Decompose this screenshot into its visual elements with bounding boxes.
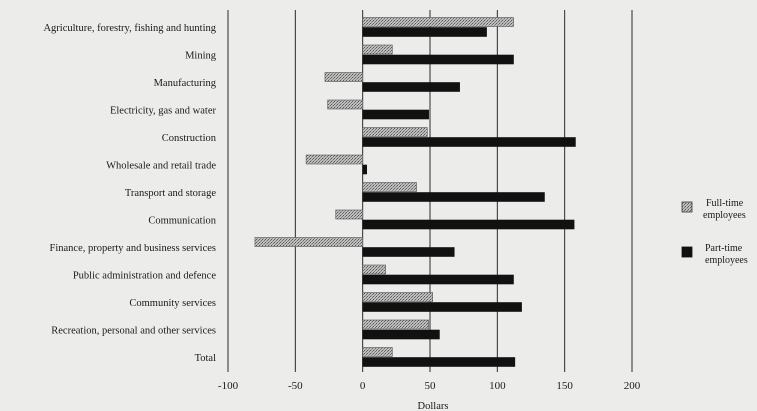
category-label: Recreation, personal and other services bbox=[51, 326, 216, 337]
bar-full-time bbox=[362, 292, 433, 302]
bar-full-time bbox=[362, 44, 393, 55]
bar-full-time bbox=[362, 347, 393, 357]
category-label: Community services bbox=[129, 298, 216, 309]
category-label: Communication bbox=[148, 216, 216, 227]
x-axis-label: Dollars bbox=[418, 401, 449, 411]
x-tick-label: -100 bbox=[218, 380, 239, 392]
bar-part-time bbox=[362, 274, 514, 285]
category-label: Construction bbox=[162, 133, 217, 144]
bar-full-time bbox=[254, 237, 363, 247]
category-label: Manufacturing bbox=[154, 78, 217, 89]
category-label: Wholesale and retail trade bbox=[106, 161, 216, 172]
x-tick-label: 200 bbox=[624, 380, 641, 392]
bar-part-time bbox=[362, 357, 516, 367]
x-tick-label: 100 bbox=[489, 380, 506, 392]
category-label: Transport and storage bbox=[125, 188, 217, 199]
bar-part-time bbox=[362, 302, 522, 312]
bars bbox=[254, 17, 576, 367]
bar-full-time bbox=[327, 99, 363, 110]
bar-full-time bbox=[362, 182, 417, 192]
category-label: Total bbox=[195, 353, 217, 364]
category-label: Finance, property and business services bbox=[50, 243, 217, 254]
x-tick-label: 50 bbox=[425, 380, 437, 392]
bar-full-time bbox=[362, 127, 428, 137]
grid-lines bbox=[227, 10, 633, 372]
legend: Full-time employees Part-time employees bbox=[681, 198, 748, 266]
bar-part-time bbox=[362, 219, 575, 230]
bar-part-time bbox=[362, 192, 545, 202]
x-tick-label: -50 bbox=[288, 380, 303, 392]
category-label: Mining bbox=[185, 51, 217, 62]
legend-swatch-part-time bbox=[681, 246, 693, 258]
category-label: Public administration and defence bbox=[73, 271, 217, 282]
bar-part-time bbox=[362, 137, 576, 147]
bar-part-time bbox=[362, 27, 487, 37]
legend-label-full-time-line2: employees bbox=[703, 210, 746, 221]
x-tick-labels: -100 -50 0 50 100 150 200 bbox=[218, 380, 641, 392]
category-labels: Agriculture, forestry, fishing and hunti… bbox=[43, 23, 216, 364]
x-tick-label: 150 bbox=[556, 380, 573, 392]
bar-full-time bbox=[362, 17, 514, 27]
legend-label-part-time-line1: Part-time bbox=[705, 243, 743, 254]
category-label: Agriculture, forestry, fishing and hunti… bbox=[43, 23, 216, 34]
x-tick-label: 0 bbox=[360, 380, 366, 392]
bar-part-time bbox=[362, 329, 440, 340]
legend-swatch-full-time bbox=[681, 201, 693, 213]
bar-full-time bbox=[324, 72, 363, 82]
bar-full-time bbox=[305, 154, 363, 165]
bar-part-time bbox=[362, 54, 514, 65]
bar-full-time bbox=[362, 319, 429, 330]
bar-part-time bbox=[362, 82, 460, 92]
bar-full-time bbox=[335, 209, 363, 220]
legend-label-full-time-line1: Full-time bbox=[706, 198, 744, 209]
bar-part-time bbox=[362, 164, 368, 175]
bar-part-time bbox=[362, 247, 455, 257]
bar-full-time bbox=[362, 264, 386, 275]
bar-part-time bbox=[362, 109, 429, 120]
legend-label-part-time-line2: employees bbox=[705, 255, 748, 266]
category-label: Electricity, gas and water bbox=[110, 106, 217, 117]
